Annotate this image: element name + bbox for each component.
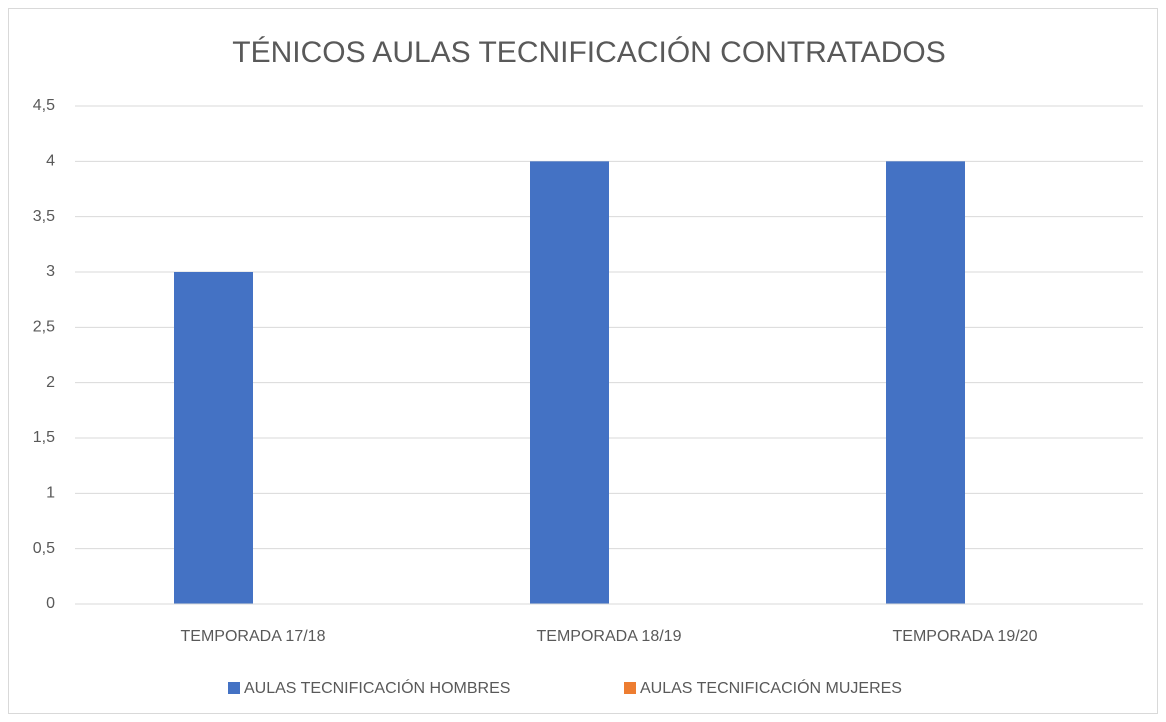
y-tick-label: 2,5 [33, 319, 55, 336]
legend-label: AULAS TECNIFICACIÓN MUJERES [640, 678, 902, 697]
y-tick-label: 2 [46, 374, 55, 391]
legend-label: AULAS TECNIFICACIÓN HOMBRES [244, 678, 510, 697]
y-tick-label: 1,5 [33, 429, 55, 446]
y-tick-label: 0,5 [33, 540, 55, 557]
legend-swatch [228, 682, 240, 694]
y-tick-label: 3 [46, 263, 55, 280]
bar [886, 161, 965, 605]
bar [174, 272, 253, 604]
y-tick-label: 0 [46, 595, 55, 612]
chart-title: TÉNICOS AULAS TECNIFICACIÓN CONTRATADOS [232, 36, 945, 69]
legend-swatch [624, 682, 636, 694]
y-tick-label: 3,5 [33, 208, 55, 225]
x-tick-label: TEMPORADA 19/20 [893, 628, 1038, 645]
y-tick-label: 1 [46, 485, 55, 502]
x-tick-label: TEMPORADA 17/18 [181, 628, 326, 645]
y-tick-label: 4 [46, 153, 55, 170]
bar [530, 161, 609, 605]
x-tick-label: TEMPORADA 18/19 [537, 628, 682, 645]
y-tick-label: 4,5 [33, 97, 55, 114]
